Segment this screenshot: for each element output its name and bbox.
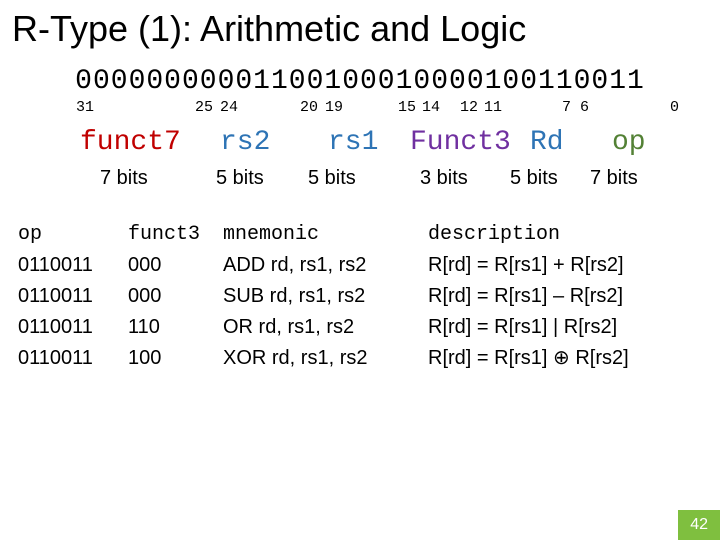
cell-funct3: 100 bbox=[128, 343, 223, 374]
bitpos-6: 6 bbox=[580, 99, 589, 116]
bitpos-14: 14 bbox=[422, 99, 440, 116]
table-row: 0110011 000 SUB rd, rs1, rs2 R[rd] = R[r… bbox=[18, 281, 702, 312]
cell-desc: R[rd] = R[rs1] | R[rs2] bbox=[428, 312, 702, 343]
cell-funct3: 110 bbox=[128, 312, 223, 343]
bitpos-31: 31 bbox=[76, 99, 94, 116]
binary-word: 00000000001100100010000100110011 bbox=[50, 66, 670, 97]
cell-mnem: OR rd, rs1, rs2 bbox=[223, 312, 428, 343]
cell-desc: R[rd] = R[rs1] + R[rs2] bbox=[428, 250, 702, 281]
field-rs1: rs1 bbox=[328, 127, 378, 158]
instruction-table: op funct3 mnemonic description 0110011 0… bbox=[18, 219, 702, 374]
width-rd: 5 bits bbox=[510, 167, 558, 190]
field-rd: Rd bbox=[530, 127, 564, 158]
bitpos-20: 20 bbox=[300, 99, 318, 116]
cell-funct3: 000 bbox=[128, 250, 223, 281]
width-funct7: 7 bits bbox=[100, 167, 148, 190]
cell-mnem: ADD rd, rs1, rs2 bbox=[223, 250, 428, 281]
field-widths: 7 bits 5 bits 5 bits 3 bits 5 bits 7 bit… bbox=[50, 167, 670, 195]
cell-mnem: SUB rd, rs1, rs2 bbox=[223, 281, 428, 312]
bitpos-11: 11 bbox=[484, 99, 502, 116]
cell-desc: R[rd] = R[rs1] – R[rs2] bbox=[428, 281, 702, 312]
table-row: 0110011 100 XOR rd, rs1, rs2 R[rd] = R[r… bbox=[18, 343, 702, 374]
cell-funct3: 000 bbox=[128, 281, 223, 312]
field-rs2: rs2 bbox=[220, 127, 270, 158]
width-funct3: 3 bits bbox=[420, 167, 468, 190]
table-header: op funct3 mnemonic description bbox=[18, 219, 702, 250]
page-number: 42 bbox=[678, 510, 720, 540]
field-op: op bbox=[612, 127, 646, 158]
field-names: funct7 rs2 rs1 Funct3 Rd op bbox=[50, 127, 670, 163]
cell-mnem: XOR rd, rs1, rs2 bbox=[223, 343, 428, 374]
cell-op: 0110011 bbox=[18, 343, 128, 374]
hdr-desc: description bbox=[428, 219, 702, 250]
bitpos-12: 12 bbox=[460, 99, 478, 116]
bitpos-24: 24 bbox=[220, 99, 238, 116]
cell-op: 0110011 bbox=[18, 250, 128, 281]
cell-op: 0110011 bbox=[18, 281, 128, 312]
bit-positions: 31 25 24 20 19 15 14 12 11 7 6 0 bbox=[50, 99, 670, 121]
page-title: R-Type (1): Arithmetic and Logic bbox=[0, 0, 720, 66]
bitpos-7: 7 bbox=[562, 99, 571, 116]
bitpos-19: 19 bbox=[325, 99, 343, 116]
field-funct3: Funct3 bbox=[410, 127, 511, 158]
bitpos-0: 0 bbox=[670, 99, 679, 116]
hdr-op: op bbox=[18, 219, 128, 250]
width-rs1: 5 bits bbox=[308, 167, 356, 190]
hdr-mnem: mnemonic bbox=[223, 219, 428, 250]
width-rs2: 5 bits bbox=[216, 167, 264, 190]
hdr-funct3: funct3 bbox=[128, 219, 223, 250]
field-funct7: funct7 bbox=[80, 127, 181, 158]
width-op: 7 bits bbox=[590, 167, 638, 190]
cell-op: 0110011 bbox=[18, 312, 128, 343]
table-row: 0110011 110 OR rd, rs1, rs2 R[rd] = R[rs… bbox=[18, 312, 702, 343]
bitpos-25: 25 bbox=[195, 99, 213, 116]
table-row: 0110011 000 ADD rd, rs1, rs2 R[rd] = R[r… bbox=[18, 250, 702, 281]
cell-desc: R[rd] = R[rs1] ⊕ R[rs2] bbox=[428, 343, 702, 374]
bitpos-15: 15 bbox=[398, 99, 416, 116]
